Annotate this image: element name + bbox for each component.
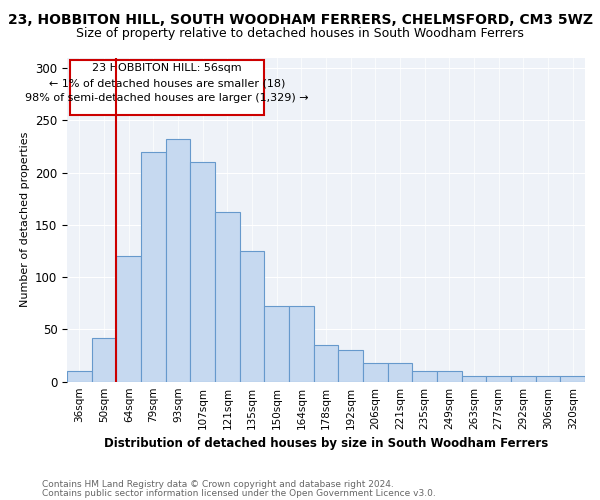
Bar [487,376,511,382]
Bar [240,251,265,382]
Bar [338,350,363,382]
Text: 98% of semi-detached houses are larger (1,329) →: 98% of semi-detached houses are larger (… [25,94,309,104]
Bar [412,371,437,382]
Text: 23, HOBBITON HILL, SOUTH WOODHAM FERRERS, CHELMSFORD, CM3 5WZ: 23, HOBBITON HILL, SOUTH WOODHAM FERRERS… [7,12,593,26]
Bar [141,152,166,382]
Text: Contains HM Land Registry data © Crown copyright and database right 2024.: Contains HM Land Registry data © Crown c… [42,480,394,489]
Bar [116,256,141,382]
Bar [289,306,314,382]
Text: ← 1% of detached houses are smaller (18): ← 1% of detached houses are smaller (18) [49,78,285,88]
Bar [388,363,412,382]
Bar [215,212,240,382]
Bar [265,306,289,382]
X-axis label: Distribution of detached houses by size in South Woodham Ferrers: Distribution of detached houses by size … [104,437,548,450]
Text: Contains public sector information licensed under the Open Government Licence v3: Contains public sector information licen… [42,488,436,498]
Bar [166,139,190,382]
Bar [437,371,461,382]
Bar [461,376,487,382]
FancyBboxPatch shape [70,60,265,115]
Bar [363,363,388,382]
Bar [67,371,92,382]
Bar [314,345,338,382]
Bar [536,376,560,382]
Bar [511,376,536,382]
Text: 23 HOBBITON HILL: 56sqm: 23 HOBBITON HILL: 56sqm [92,63,242,73]
Bar [190,162,215,382]
Bar [92,338,116,382]
Y-axis label: Number of detached properties: Number of detached properties [20,132,29,308]
Bar [560,376,585,382]
Text: Size of property relative to detached houses in South Woodham Ferrers: Size of property relative to detached ho… [76,28,524,40]
